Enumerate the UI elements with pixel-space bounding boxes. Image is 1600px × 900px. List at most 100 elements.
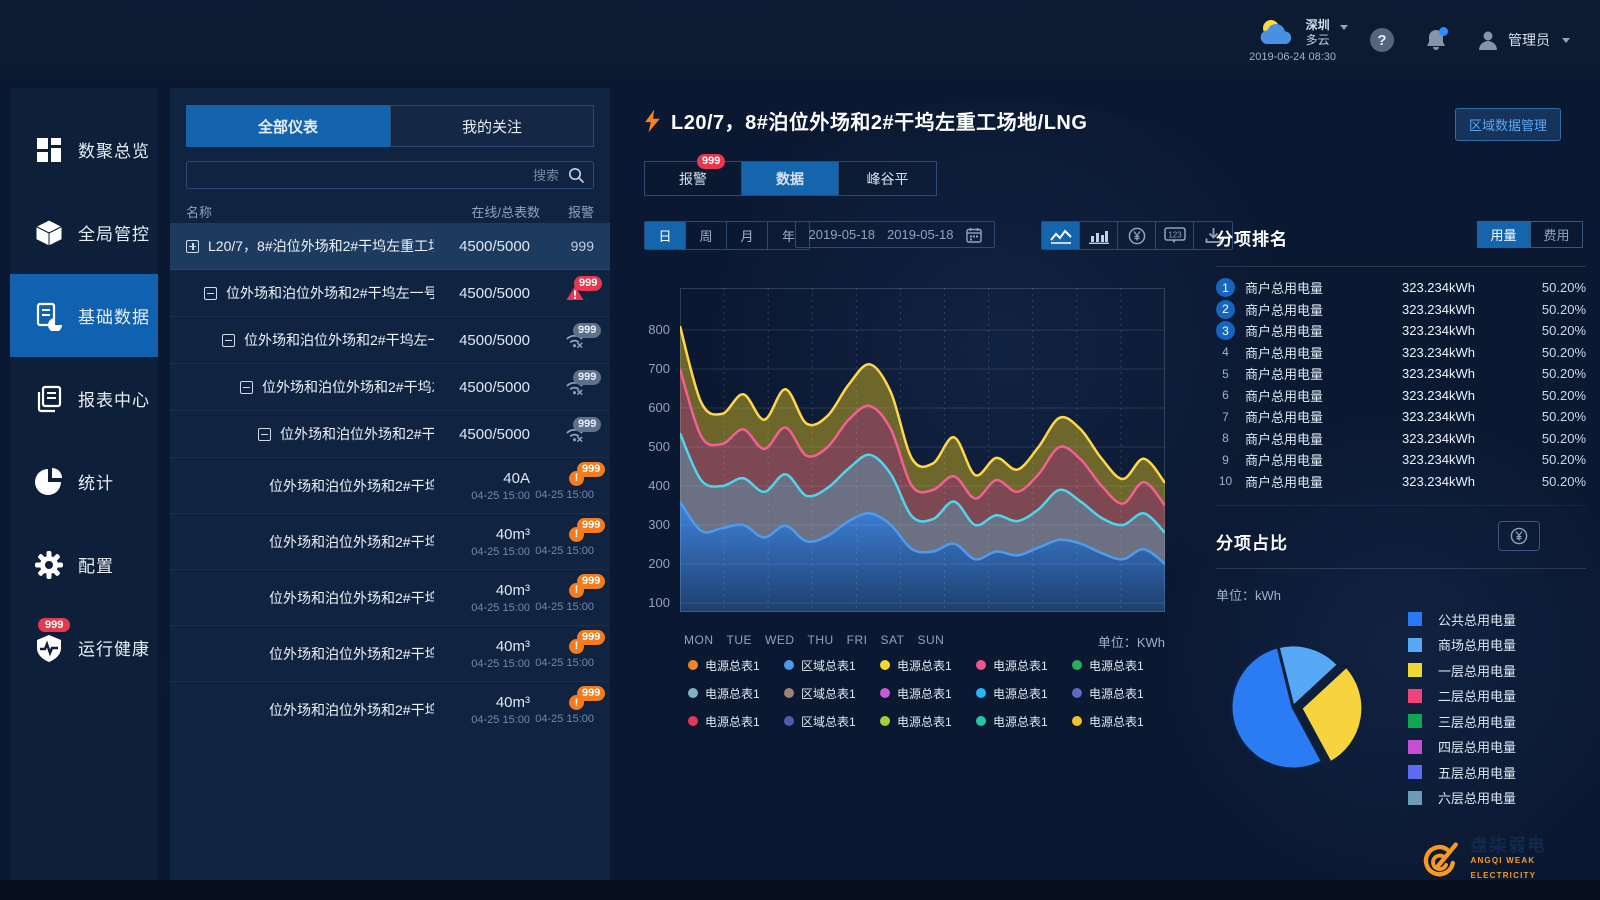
ranking-row: 9 商户总用电量 323.234kWh 50.20% [1216, 449, 1586, 471]
proportion-pie-chart[interactable] [1218, 632, 1368, 782]
alarm-alert-icon: ! 999 [569, 629, 606, 654]
legend-item[interactable]: 区域总表1 [784, 679, 880, 707]
tab-alarm[interactable]: 报警 999 [645, 154, 742, 195]
collapse-minus-icon[interactable] [204, 286, 217, 300]
alarm-count: 999 [570, 238, 594, 254]
sidebar-item-statistics[interactable]: 统计 [10, 440, 158, 523]
pie-legend: 公共总用电量 商场总用电量 一层总用电量 二层总用电量 三层总用电量 四层总用电量 五层总用… [1408, 612, 1516, 806]
alarm-badge: 999 [573, 370, 602, 385]
pie-legend-item[interactable]: 五层总用电量 [1408, 765, 1516, 781]
weather-city[interactable]: 深圳 [1305, 17, 1330, 32]
tab-data[interactable]: 数据 [742, 162, 839, 195]
legend-dot [1072, 688, 1082, 698]
collapse-minus-icon[interactable] [240, 380, 253, 394]
user-avatar-icon [1479, 31, 1497, 50]
bar-chart-button[interactable] [1080, 222, 1118, 249]
pie-legend-item[interactable]: 六层总用电量 [1408, 790, 1516, 806]
legend-swatch [1408, 688, 1422, 703]
help-button[interactable]: ? [1368, 26, 1396, 54]
sidebar-item-settings[interactable]: 配置 [10, 523, 158, 606]
weather-cloud-sun-icon [1260, 19, 1291, 44]
sidebar-item-basic-data[interactable]: 基础数据 [10, 274, 158, 357]
legend-item[interactable]: 电源总表1 [688, 707, 784, 735]
ranking-row: 6 商户总用电量 323.234kWh 50.20% [1216, 385, 1586, 407]
alarm-alert-icon: ! 999 [569, 686, 606, 710]
sidebar-item-health[interactable]: 999 运行健康 [10, 606, 158, 689]
sidebar: 数聚总览 全局管控 基础数据 [10, 88, 158, 880]
meter-tree-row[interactable]: 位外场和泊位外场和2#干坞左一号所重工… 4500/5000 999 [170, 317, 610, 364]
rank-badge: 9 [1222, 452, 1229, 467]
meter-tree-row[interactable]: 位外场和泊位外场和2#干坞左一号所日… 4500/5000 999 [170, 364, 610, 411]
period-day[interactable]: 日 [645, 222, 686, 249]
pie-legend-item[interactable]: 四层总用电量 [1408, 739, 1516, 755]
toggle-usage[interactable]: 用量 [1477, 221, 1530, 248]
legend-item[interactable]: 电源总表1 [976, 679, 1072, 707]
sidebar-item-global-control[interactable]: 全局管控 [10, 191, 158, 274]
legend-item[interactable]: 电源总表1 [688, 651, 784, 679]
sidebar-item-overview[interactable]: 数聚总览 [10, 108, 158, 191]
search-icon[interactable] [568, 167, 585, 184]
tab-my-follow[interactable]: 我的关注 [390, 105, 594, 147]
expand-plus-icon[interactable] [186, 239, 199, 253]
legend-item[interactable]: 电源总表1 [880, 679, 976, 707]
tab-all-meters[interactable]: 全部仪表 [186, 105, 390, 147]
download-button[interactable] [1194, 222, 1232, 249]
pie-legend-item[interactable]: 三层总用电量 [1408, 714, 1516, 730]
ranking-row: 3 商户总用电量 323.234kWh 50.20% [1216, 320, 1586, 342]
tab-peak-valley[interactable]: 峰谷平 [866, 170, 909, 187]
notifications-button[interactable] [1422, 26, 1450, 54]
collapse-minus-icon[interactable] [222, 333, 235, 347]
region-data-manage-button[interactable]: 区域数据管理 [1455, 108, 1562, 141]
legend-item[interactable]: 区域总表1 [784, 651, 880, 679]
svg-text:123: 123 [1168, 231, 1182, 240]
date-start[interactable]: 2019-05-18 [808, 227, 876, 242]
brand-logo-icon [1423, 842, 1458, 877]
toggle-cost[interactable]: 费用 [1530, 221, 1583, 248]
proportion-cost-button[interactable] [1498, 521, 1540, 551]
pie-legend-item[interactable]: 商场总用电量 [1408, 637, 1516, 653]
meter-tree-row[interactable]: 位外场和泊位外场和2#干坞左一号所… 4500/5000 999 [170, 411, 610, 458]
meter-tree-row[interactable]: L20/7，8#泊位外场和2#干坞左重工场地/LNG 4500/5000 999 [170, 223, 610, 270]
legend-item[interactable]: 区域总表1 [784, 707, 880, 735]
chart-unit-label: 单位：KWh [1097, 635, 1165, 650]
pie-legend-item[interactable]: 一层总用电量 [1408, 663, 1516, 679]
line-chart-button[interactable] [1042, 222, 1080, 249]
legend-item[interactable]: 电源总表1 [880, 651, 976, 679]
period-year[interactable]: 年 [781, 229, 795, 244]
y-tick: 800 [648, 322, 670, 337]
legend-item[interactable]: 电源总表1 [1072, 651, 1168, 679]
warning-triangle-icon: 999 [566, 276, 603, 301]
cost-yen-button[interactable] [1118, 222, 1156, 249]
legend-item[interactable]: 电源总表1 [1072, 707, 1168, 735]
legend-item[interactable]: 电源总表1 [1072, 679, 1168, 707]
search-input[interactable] [187, 162, 593, 188]
period-month[interactable]: 月 [727, 222, 768, 249]
legend-dot [784, 716, 794, 726]
period-week[interactable]: 周 [686, 222, 727, 249]
meter-tree-row[interactable]: 位外场和泊位外场和2#干坞左一号所重工场… 4500/5000 999 [170, 270, 610, 317]
legend-item[interactable]: 电源总表1 [976, 651, 1072, 679]
sidebar-item-reports[interactable]: 报表中心 [10, 357, 158, 440]
collapse-minus-icon[interactable] [258, 427, 271, 441]
weather-widget[interactable]: 深圳 多云 2019-06-24 08:30 [1249, 17, 1348, 63]
legend-item[interactable]: 电源总表1 [688, 679, 784, 707]
pie-legend-item[interactable]: 公共总用电量 [1408, 612, 1516, 628]
legend-item[interactable]: 电源总表1 [880, 707, 976, 735]
divider [1216, 505, 1586, 506]
rank-badge: 1 [1216, 278, 1235, 298]
consumption-area-chart[interactable] [680, 288, 1165, 612]
ranking-row: 7 商户总用电量 323.234kWh 50.20% [1216, 406, 1586, 428]
user-menu[interactable]: 管理员 [1476, 28, 1570, 52]
date-range-picker[interactable]: 2019-05-18 2019-05-18 [795, 221, 995, 248]
legend-item[interactable]: 电源总表1 [976, 707, 1072, 735]
value-label-button[interactable]: 123 [1156, 222, 1194, 249]
pie-legend-item[interactable]: 二层总用电量 [1408, 688, 1516, 704]
ranking-row: 1 商户总用电量 323.234kWh 50.20% [1216, 277, 1586, 299]
search-box [186, 161, 594, 189]
date-end[interactable]: 2019-05-18 [887, 227, 954, 242]
